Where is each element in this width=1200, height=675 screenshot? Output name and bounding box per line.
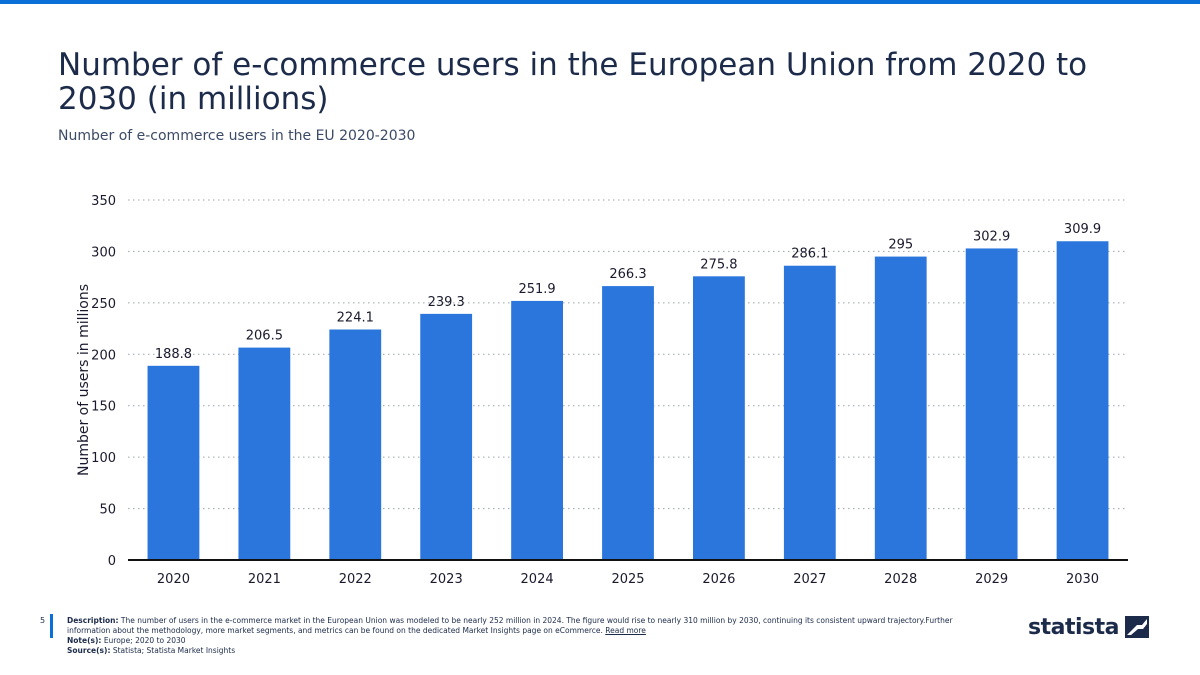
bar-2024[interactable] xyxy=(511,300,563,560)
data-label-2023: 239.3 xyxy=(428,295,465,310)
data-label-2025: 266.3 xyxy=(609,267,646,282)
statista-logo[interactable]: statista xyxy=(1028,612,1149,642)
data-label-2030: 309.9 xyxy=(1064,222,1101,237)
description-label: Description: xyxy=(67,616,119,625)
data-label-2021: 206.5 xyxy=(246,329,283,344)
bar-2028[interactable] xyxy=(874,256,927,560)
bar-2030[interactable] xyxy=(1056,241,1109,560)
page-marker xyxy=(50,614,53,638)
bar-2026[interactable] xyxy=(693,276,745,560)
footer: 5 Description: The number of users in th… xyxy=(0,612,1200,675)
description-text: The number of users in the e-commerce ma… xyxy=(67,616,953,635)
y-tick-label: 0 xyxy=(108,554,116,569)
bar-2027[interactable] xyxy=(783,265,836,560)
y-tick-label: 350 xyxy=(91,194,116,209)
statista-logo-icon xyxy=(1124,616,1149,638)
logo-text: statista xyxy=(1028,614,1119,640)
page-subtitle: Number of e-commerce users in the EU 202… xyxy=(58,128,416,144)
notes-text: Europe; 2020 to 2030 xyxy=(103,636,186,645)
data-label-2020: 188.8 xyxy=(155,347,192,362)
data-labels: 188.8 206.5 224.1 239.3 251.9 266.3 275.8 286.1… xyxy=(155,222,1101,362)
sources-text: Statista; Statista Market Insights xyxy=(112,646,236,655)
bar-2020[interactable] xyxy=(147,365,200,560)
page-number: 5 xyxy=(40,616,46,625)
bar-2021[interactable] xyxy=(238,347,291,560)
x-tick-labels: 2020 2021 2022 2023 2024 2025 2026 2027 2028 2029… xyxy=(157,572,1099,587)
y-tick-label: 50 xyxy=(99,503,116,518)
x-tick-label-2025: 2025 xyxy=(611,572,644,587)
bar-chart: 0 50 100 150 200 250 300 350 188.8 206.5 224.1 239… xyxy=(91,194,1128,587)
y-tick-label: 150 xyxy=(91,400,116,415)
sources-label: Source(s): xyxy=(67,646,111,655)
footnote: Description: The number of users in the … xyxy=(67,616,987,656)
x-tick-label-2021: 2021 xyxy=(248,572,281,587)
bar-2025[interactable] xyxy=(602,286,654,560)
x-tick-label-2028: 2028 xyxy=(884,572,917,587)
bar-2023[interactable] xyxy=(420,313,473,560)
x-tick-label-2023: 2023 xyxy=(430,572,463,587)
read-more-link[interactable]: Read more xyxy=(605,626,646,635)
y-tick-label: 250 xyxy=(91,297,116,312)
top-accent-bar xyxy=(0,0,1200,4)
x-tick-label-2022: 2022 xyxy=(339,572,372,587)
notes-label: Note(s): xyxy=(67,636,102,645)
x-tick-label-2024: 2024 xyxy=(521,572,554,587)
data-label-2029: 302.9 xyxy=(973,229,1010,244)
bar-2029[interactable] xyxy=(965,248,1018,560)
x-tick-label-2026: 2026 xyxy=(702,572,735,587)
y-tick-labels: 0 50 100 150 200 250 300 350 xyxy=(91,194,116,569)
y-tick-label: 200 xyxy=(91,348,116,363)
x-tick-label-2029: 2029 xyxy=(975,572,1008,587)
page-title: Number of e-commerce users in the Europe… xyxy=(58,47,1088,117)
data-label-2028: 295 xyxy=(888,238,913,253)
bars xyxy=(147,241,1109,560)
data-label-2024: 251.9 xyxy=(518,282,555,297)
y-tick-label: 300 xyxy=(91,245,116,260)
data-label-2027: 286.1 xyxy=(791,247,828,262)
data-label-2022: 224.1 xyxy=(337,310,374,325)
bar-2022[interactable] xyxy=(329,329,382,560)
x-tick-label-2030: 2030 xyxy=(1066,572,1099,587)
y-tick-label: 100 xyxy=(91,451,116,466)
data-label-2026: 275.8 xyxy=(700,257,737,272)
x-tick-label-2027: 2027 xyxy=(793,572,826,587)
x-tick-label-2020: 2020 xyxy=(157,572,190,587)
